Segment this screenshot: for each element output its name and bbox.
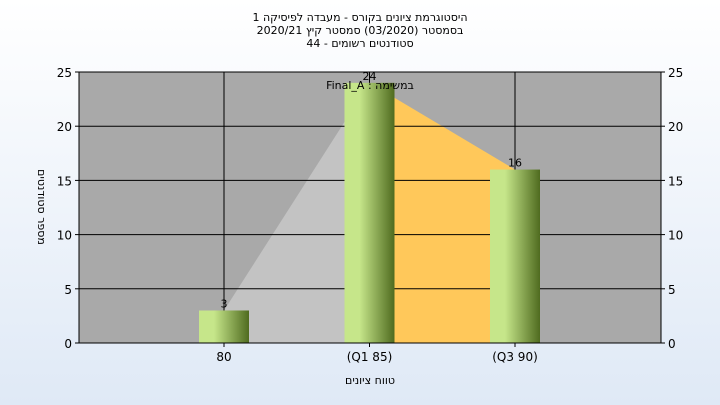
y-tick-label-right: 25	[668, 66, 683, 80]
area-layer	[224, 82, 515, 343]
data-label: 24	[363, 70, 377, 83]
chart-title-line-2: בסמסטר (03/2020) סמסטר קיץ 2020/21	[256, 24, 464, 37]
data-label: 3	[221, 297, 228, 310]
y-tick-label-right: 10	[668, 229, 683, 243]
chart-subtitle: במשימה : Final_A	[326, 79, 414, 92]
bar	[490, 169, 540, 343]
chart-title-line-1: היסטוגרמת ציונים בקורס - מעבדה לפיסיקה 1	[252, 11, 468, 24]
y-tick-label: 15	[57, 174, 72, 188]
y-axis-label: מספר סטודנטים	[35, 169, 48, 245]
bar	[199, 310, 249, 343]
bar	[344, 82, 395, 343]
y-tick-label-right: 20	[668, 120, 683, 134]
chart-title-line-3: סטודנטים רשומים - 44	[306, 37, 414, 50]
y-tick-label: 10	[57, 229, 72, 243]
y-tick-label: 20	[57, 120, 72, 134]
x-tick-label: (Q1 85)	[347, 350, 393, 364]
data-label: 16	[508, 157, 522, 170]
y-tick-label-right: 15	[668, 174, 683, 188]
y-tick-label: 5	[64, 283, 72, 297]
area-segment	[224, 82, 370, 343]
y-tick-label: 25	[57, 66, 72, 80]
bar-layer: 3 24 16	[199, 70, 540, 343]
y-tick-label: 0	[64, 337, 72, 351]
axis-layer: 0 0 5 5 10 10 15 15 20 20 25 25 80 (Q1 85) (Q3 90)	[57, 66, 684, 364]
y-tick-label-right: 5	[668, 283, 676, 297]
x-axis-label: טווח ציונים	[345, 374, 395, 387]
area-segment	[369, 82, 515, 343]
x-tick-label: (Q3 90)	[492, 350, 538, 364]
x-tick-label: 80	[216, 350, 231, 364]
y-tick-label-right: 0	[668, 337, 676, 351]
